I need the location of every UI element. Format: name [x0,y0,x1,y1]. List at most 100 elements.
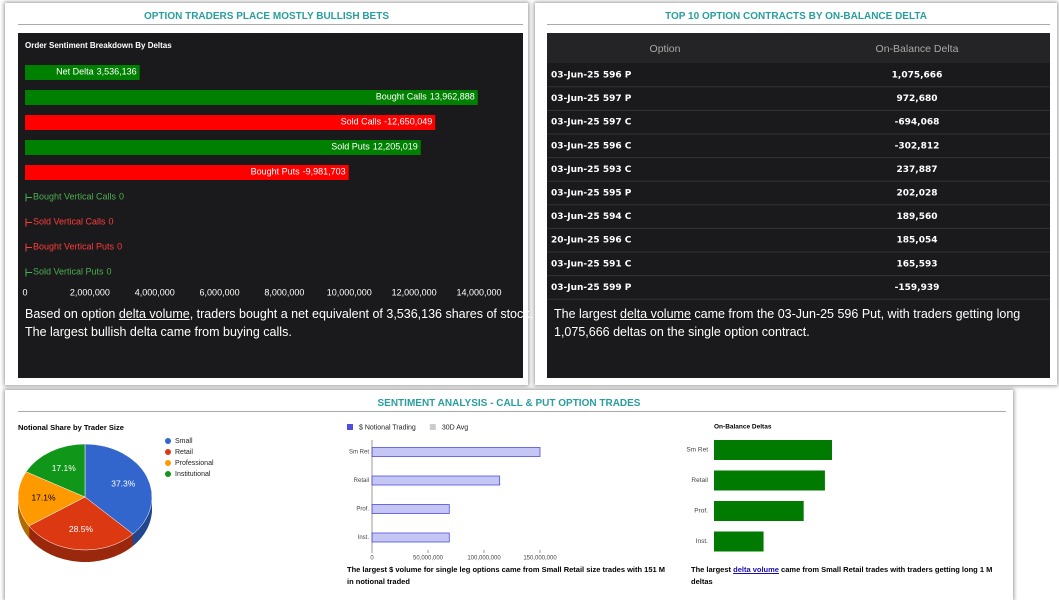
y-tick-label: Prof. [356,507,369,513]
text: The largest bullish delta came from buyi… [25,325,292,339]
category-label: Sold Calls [341,117,382,127]
legend-marker [165,438,171,444]
panel-title: TOP 10 OPTION CONTRACTS BY ON-BALANCE DE… [665,11,927,22]
category-label: Net Delta [56,67,94,77]
y-tick-label: Retail [691,477,708,484]
notional-caption: The largest $ volume for single leg opti… [347,564,665,588]
bar [25,65,140,80]
x-tick-label: 12,000,000 [392,287,437,297]
chart-title: On-Balance Deltas [714,424,772,431]
value-label: 0 [119,192,124,202]
table-cell: 185,054 [897,236,938,246]
pie-slice [84,443,153,535]
table-header-bg [547,33,1050,63]
table-cell: 189,560 [897,212,938,222]
legend-label: Professional [175,460,214,467]
value-label: -9,981,703 [303,167,346,177]
slice-label: 17.1% [52,463,77,473]
y-tick-label: Retail [354,478,369,484]
title-rule [18,24,523,25]
bar-label: Bought Puts -9,981,703 [251,167,346,177]
category-label: Bought Puts [251,167,301,177]
y-tick-label: Sm Ret [349,450,369,456]
table-cell: 165,593 [897,259,938,269]
pie-slice [25,443,86,498]
slice-label: 37.3% [111,478,136,488]
title-rule [547,24,1050,25]
bar-label: Net Delta 3,536,136 [56,67,137,77]
table-cell: 03-Jun-25 595 P [551,189,632,199]
value-label: -12,650,049 [384,117,432,127]
bar [25,115,436,130]
x-tick-label: 0 [22,287,27,297]
bottom-panel: SENTIMENT ANALYSIS - CALL & PUT OPTION T… [5,390,1013,600]
category-label: Sold Vertical Puts [33,267,104,277]
bar [25,90,478,105]
legend-marker [165,460,171,466]
bar [371,447,541,457]
x-tick-label: 14,000,000 [456,287,501,297]
y-tick-label: Sm Ret [686,447,708,454]
panel-title: SENTIMENT ANALYSIS - CALL & PUT OPTION T… [377,398,641,409]
table-cell: 03-Jun-25 593 C [551,165,632,175]
table-cell: 03-Jun-25 596 C [551,141,632,151]
text: in notional traded [347,577,410,586]
bar [714,531,764,552]
table-cell: 202,028 [897,189,938,199]
right-panel: TOP 10 OPTION CONTRACTS BY ON-BALANCE DE… [535,3,1057,385]
text: came from Small Retail trades with trade… [778,565,993,574]
x-tick-label: 4,000,000 [135,287,175,297]
bar-label: Bought Vertical Calls 0 [33,192,124,202]
bar-label: Bought Calls 13,962,888 [376,92,475,102]
legend-marker [165,449,171,455]
slice-label: 28.5% [69,524,94,534]
y-tick-label: Inst. [358,535,370,541]
bar-label: Sold Vertical Puts 0 [33,267,112,277]
legend-label: Small [175,438,193,445]
legend-label: $ Notional Trading [359,424,416,431]
x-tick-label: 150,000,000 [523,556,557,562]
table-cell: 03-Jun-25 591 C [551,259,632,269]
category-label: Bought Calls [376,92,428,102]
value-label: 12,205,019 [373,142,418,152]
chart-title: Order Sentiment Breakdown By Deltas [25,41,172,50]
table-cell: -694,068 [895,118,940,128]
link[interactable]: delta volume [733,565,779,574]
bar-label: Sold Puts 12,205,019 [331,142,418,152]
link[interactable]: delta volume [620,307,691,321]
bar [371,532,450,543]
slice-label: 17.1% [31,493,56,503]
table-cell: 03-Jun-25 597 C [551,118,632,128]
left-panel: OPTION TRADERS PLACE MOSTLY BULLISH BETS [5,3,528,385]
bar [714,470,825,491]
table-cell: 972,680 [897,94,938,104]
x-tick-label: 100,000,000 [467,556,501,562]
dark-box [547,33,1050,378]
panel-title: OPTION TRADERS PLACE MOSTLY BULLISH BETS [143,11,390,22]
link[interactable]: delta volume [118,307,190,321]
bar [371,475,501,486]
table-cell: 03-Jun-25 596 P [551,71,632,81]
bar [714,440,832,460]
category-label: Bought Vertical Puts [33,242,115,252]
text: Based on option [25,307,119,321]
table-header: Option [650,43,681,55]
category-label: Bought Vertical Calls [33,192,117,202]
x-tick-label: 50,000,000 [413,556,444,562]
legend-label: 30D Avg [442,424,468,431]
text: came from the 03-Jun-25 596 Put, with tr… [690,307,1021,321]
y-tick-label: Prof. [694,508,708,515]
text: The largest [691,565,734,574]
y-tick-label: Inst. [696,538,708,545]
legend-marker [429,424,436,430]
table-cell: -302,812 [895,141,940,151]
delta-caption: The largest delta volume came from Small… [691,564,992,588]
category-label: Sold Vertical Calls [33,217,106,227]
title-rule [18,411,1006,412]
value-label: 0 [109,217,114,227]
table-cell: 03-Jun-25 597 P [551,94,632,104]
text: The largest $ volume for single leg opti… [347,565,666,574]
x-tick-label: 6,000,000 [200,287,240,297]
chart-title: Notional Share by Trader Size [18,423,124,432]
text: 1,075,666 deltas on the single option co… [554,325,810,339]
